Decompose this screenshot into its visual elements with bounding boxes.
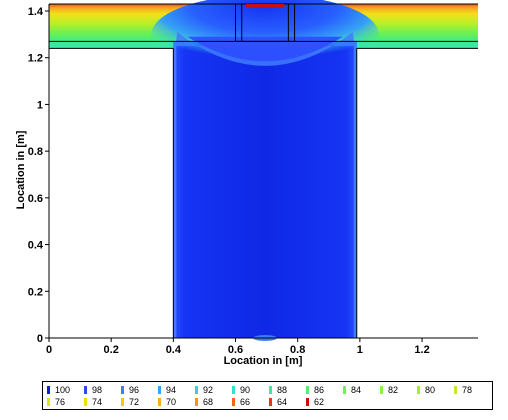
legend-swatch — [121, 386, 124, 394]
column-left-wall — [173, 41, 177, 338]
legend-swatch — [158, 398, 161, 406]
legend-item: 70 — [158, 396, 195, 408]
legend-label: 68 — [203, 397, 214, 407]
legend-item: 84 — [343, 384, 380, 396]
legend-label: 70 — [166, 397, 177, 407]
legend-item: 68 — [195, 396, 232, 408]
legend-swatch — [380, 386, 383, 394]
legend-swatch — [84, 386, 87, 394]
y-tick-label: 1.4 — [28, 6, 44, 18]
legend-item: 86 — [306, 384, 343, 396]
legend-item: 96 — [121, 384, 158, 396]
color-legend: 100 98 96 94 92 90 88 86 84 82 80 78 76 74 72 70 68 66 64 6… — [42, 381, 493, 410]
x-tick-label: 0.6 — [228, 344, 243, 356]
legend-item: 72 — [121, 396, 158, 408]
x-tick-label: 1 — [357, 344, 363, 356]
legend-label: 98 — [92, 385, 103, 395]
legend-swatch — [269, 386, 272, 394]
legend-item: 88 — [269, 384, 306, 396]
legend-label: 74 — [92, 397, 103, 407]
legend-label: 76 — [55, 397, 66, 407]
legend-item: 82 — [380, 384, 417, 396]
y-tick-label: 0.6 — [28, 193, 43, 205]
legend-swatch — [269, 398, 272, 406]
legend-swatch — [47, 398, 50, 406]
legend-swatch — [47, 386, 50, 394]
flow-field — [49, 0, 478, 341]
legend-item: 94 — [158, 384, 195, 396]
legend-label: 86 — [314, 385, 325, 395]
y-axis-label: Location in [m] — [15, 130, 27, 209]
y-tick-label: 0.2 — [28, 286, 43, 298]
legend-item: 76 — [47, 396, 84, 408]
axes: 0 0.2 0.4 0.6 0.8 1 1.2 0 0.2 0.4 0.6 0.8 1 1.2 1.4 — [28, 4, 478, 356]
x-tick-label: 0.2 — [104, 344, 119, 356]
legend-swatch — [84, 398, 87, 406]
x-tick-label: 0.8 — [290, 344, 305, 356]
legend-swatch — [195, 386, 198, 394]
column-field — [173, 41, 357, 338]
legend-label: 64 — [277, 397, 288, 407]
x-tick-label: 1.2 — [414, 344, 429, 356]
column-right-wall — [353, 41, 357, 338]
x-tick-label: 0 — [46, 344, 52, 356]
y-tick-label: 1.2 — [28, 53, 43, 65]
legend-swatch — [121, 398, 124, 406]
legend-label: 62 — [314, 397, 325, 407]
legend-label: 84 — [351, 385, 362, 395]
heatmap-plot: 0 0.2 0.4 0.6 0.8 1 1.2 0 0.2 0.4 0.6 0.8 1 1.2 1.4 Lo… — [15, 0, 478, 367]
legend-label: 94 — [166, 385, 177, 395]
y-tick-label: 1 — [37, 99, 43, 111]
legend-swatch — [306, 398, 309, 406]
y-tick-label: 0.4 — [28, 240, 44, 252]
legend-item: 100 — [47, 384, 84, 396]
legend-item: 78 — [454, 384, 491, 396]
legend-swatch — [454, 386, 457, 394]
legend-label: 92 — [203, 385, 214, 395]
legend-label: 72 — [129, 397, 140, 407]
x-tick-label: 0.4 — [166, 344, 182, 356]
legend-swatch — [195, 398, 198, 406]
legend-item: 64 — [269, 396, 306, 408]
x-axis-label: Location in [m] — [224, 355, 303, 367]
legend-item: 66 — [232, 396, 269, 408]
legend-label: 82 — [388, 385, 399, 395]
legend-swatch — [232, 398, 235, 406]
legend-label: 96 — [129, 385, 140, 395]
plume-core — [187, 36, 343, 62]
legend-item: 90 — [232, 384, 269, 396]
legend-label: 88 — [277, 385, 288, 395]
legend-label: 78 — [462, 385, 473, 395]
legend-item: 74 — [84, 396, 121, 408]
y-tick-label: 0.8 — [28, 146, 43, 158]
legend-item: 80 — [417, 384, 454, 396]
legend-swatch — [306, 386, 309, 394]
legend-label: 66 — [240, 397, 251, 407]
inlet-hot-strip — [245, 4, 285, 7]
legend-swatch — [232, 386, 235, 394]
legend-item: 92 — [195, 384, 232, 396]
legend-label: 80 — [425, 385, 436, 395]
legend-swatch — [417, 386, 420, 394]
legend-label: 100 — [55, 385, 71, 395]
legend-item: 98 — [84, 384, 121, 396]
legend-item: 62 — [306, 396, 343, 408]
y-tick-label: 0 — [37, 333, 43, 345]
legend-swatch — [343, 386, 346, 394]
legend-swatch — [158, 386, 161, 394]
legend-label: 90 — [240, 385, 251, 395]
